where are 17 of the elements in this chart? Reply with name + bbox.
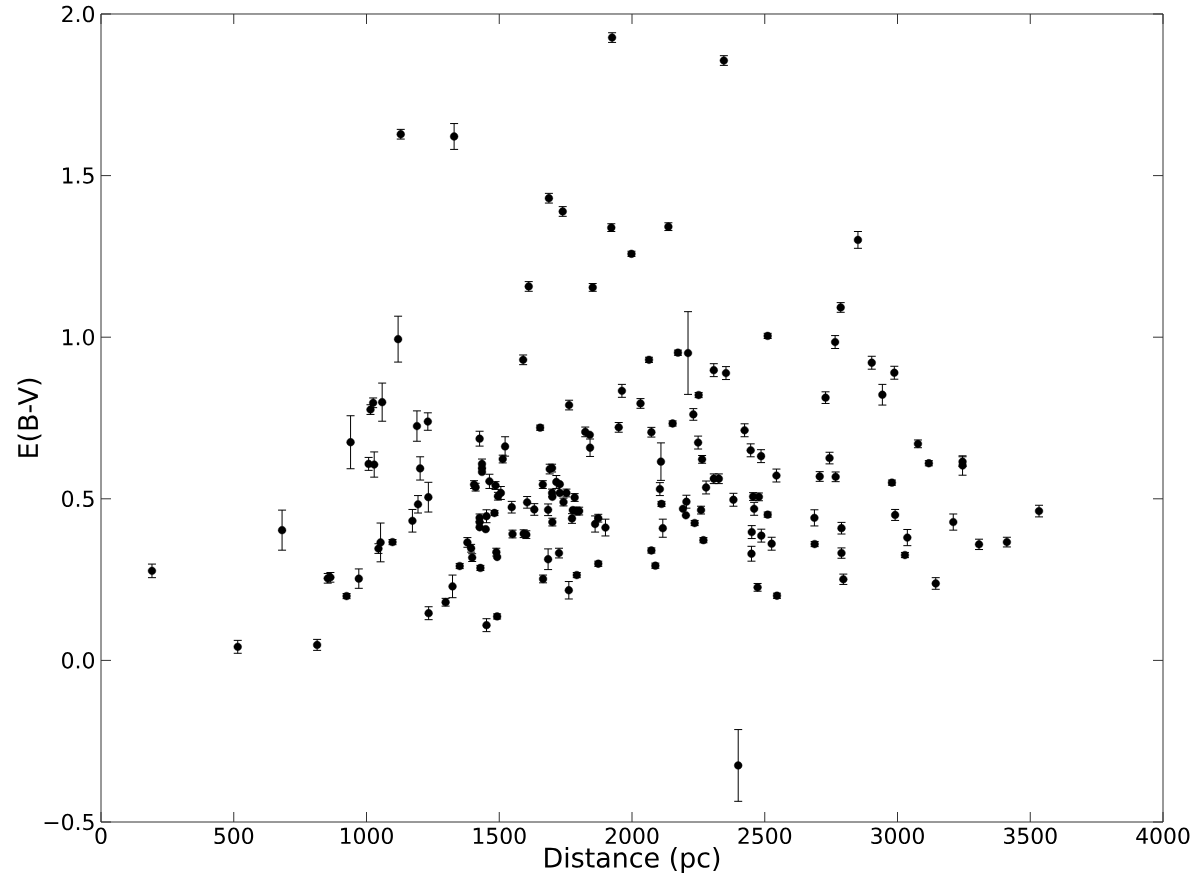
x-tick-label: 500 bbox=[214, 827, 254, 845]
x-tick-label: 0 bbox=[95, 827, 107, 845]
x-tick-label: 1000 bbox=[341, 827, 393, 845]
y-tick-label: 2.0 bbox=[62, 5, 95, 23]
x-tick-label: 2500 bbox=[738, 827, 792, 845]
x-tick-label: 1500 bbox=[473, 827, 526, 845]
x-tick-label: 3000 bbox=[871, 827, 924, 845]
y-tick-label: 1.0 bbox=[63, 328, 95, 346]
x-axis-title: Distance (pc) bbox=[545, 846, 720, 873]
y-tick-label: 0.5 bbox=[62, 490, 94, 508]
y-tick-label: 0.0 bbox=[62, 652, 95, 669]
y-tick-label: 1.5 bbox=[63, 167, 94, 184]
x-tick-label: 2000 bbox=[605, 827, 659, 845]
y-axis-title: E(B-V) bbox=[17, 378, 42, 457]
x-tick-label: 3500 bbox=[1004, 827, 1057, 845]
y-tick-label: −0.5 bbox=[44, 813, 94, 831]
x-tick-label: 4000 bbox=[1136, 827, 1190, 845]
